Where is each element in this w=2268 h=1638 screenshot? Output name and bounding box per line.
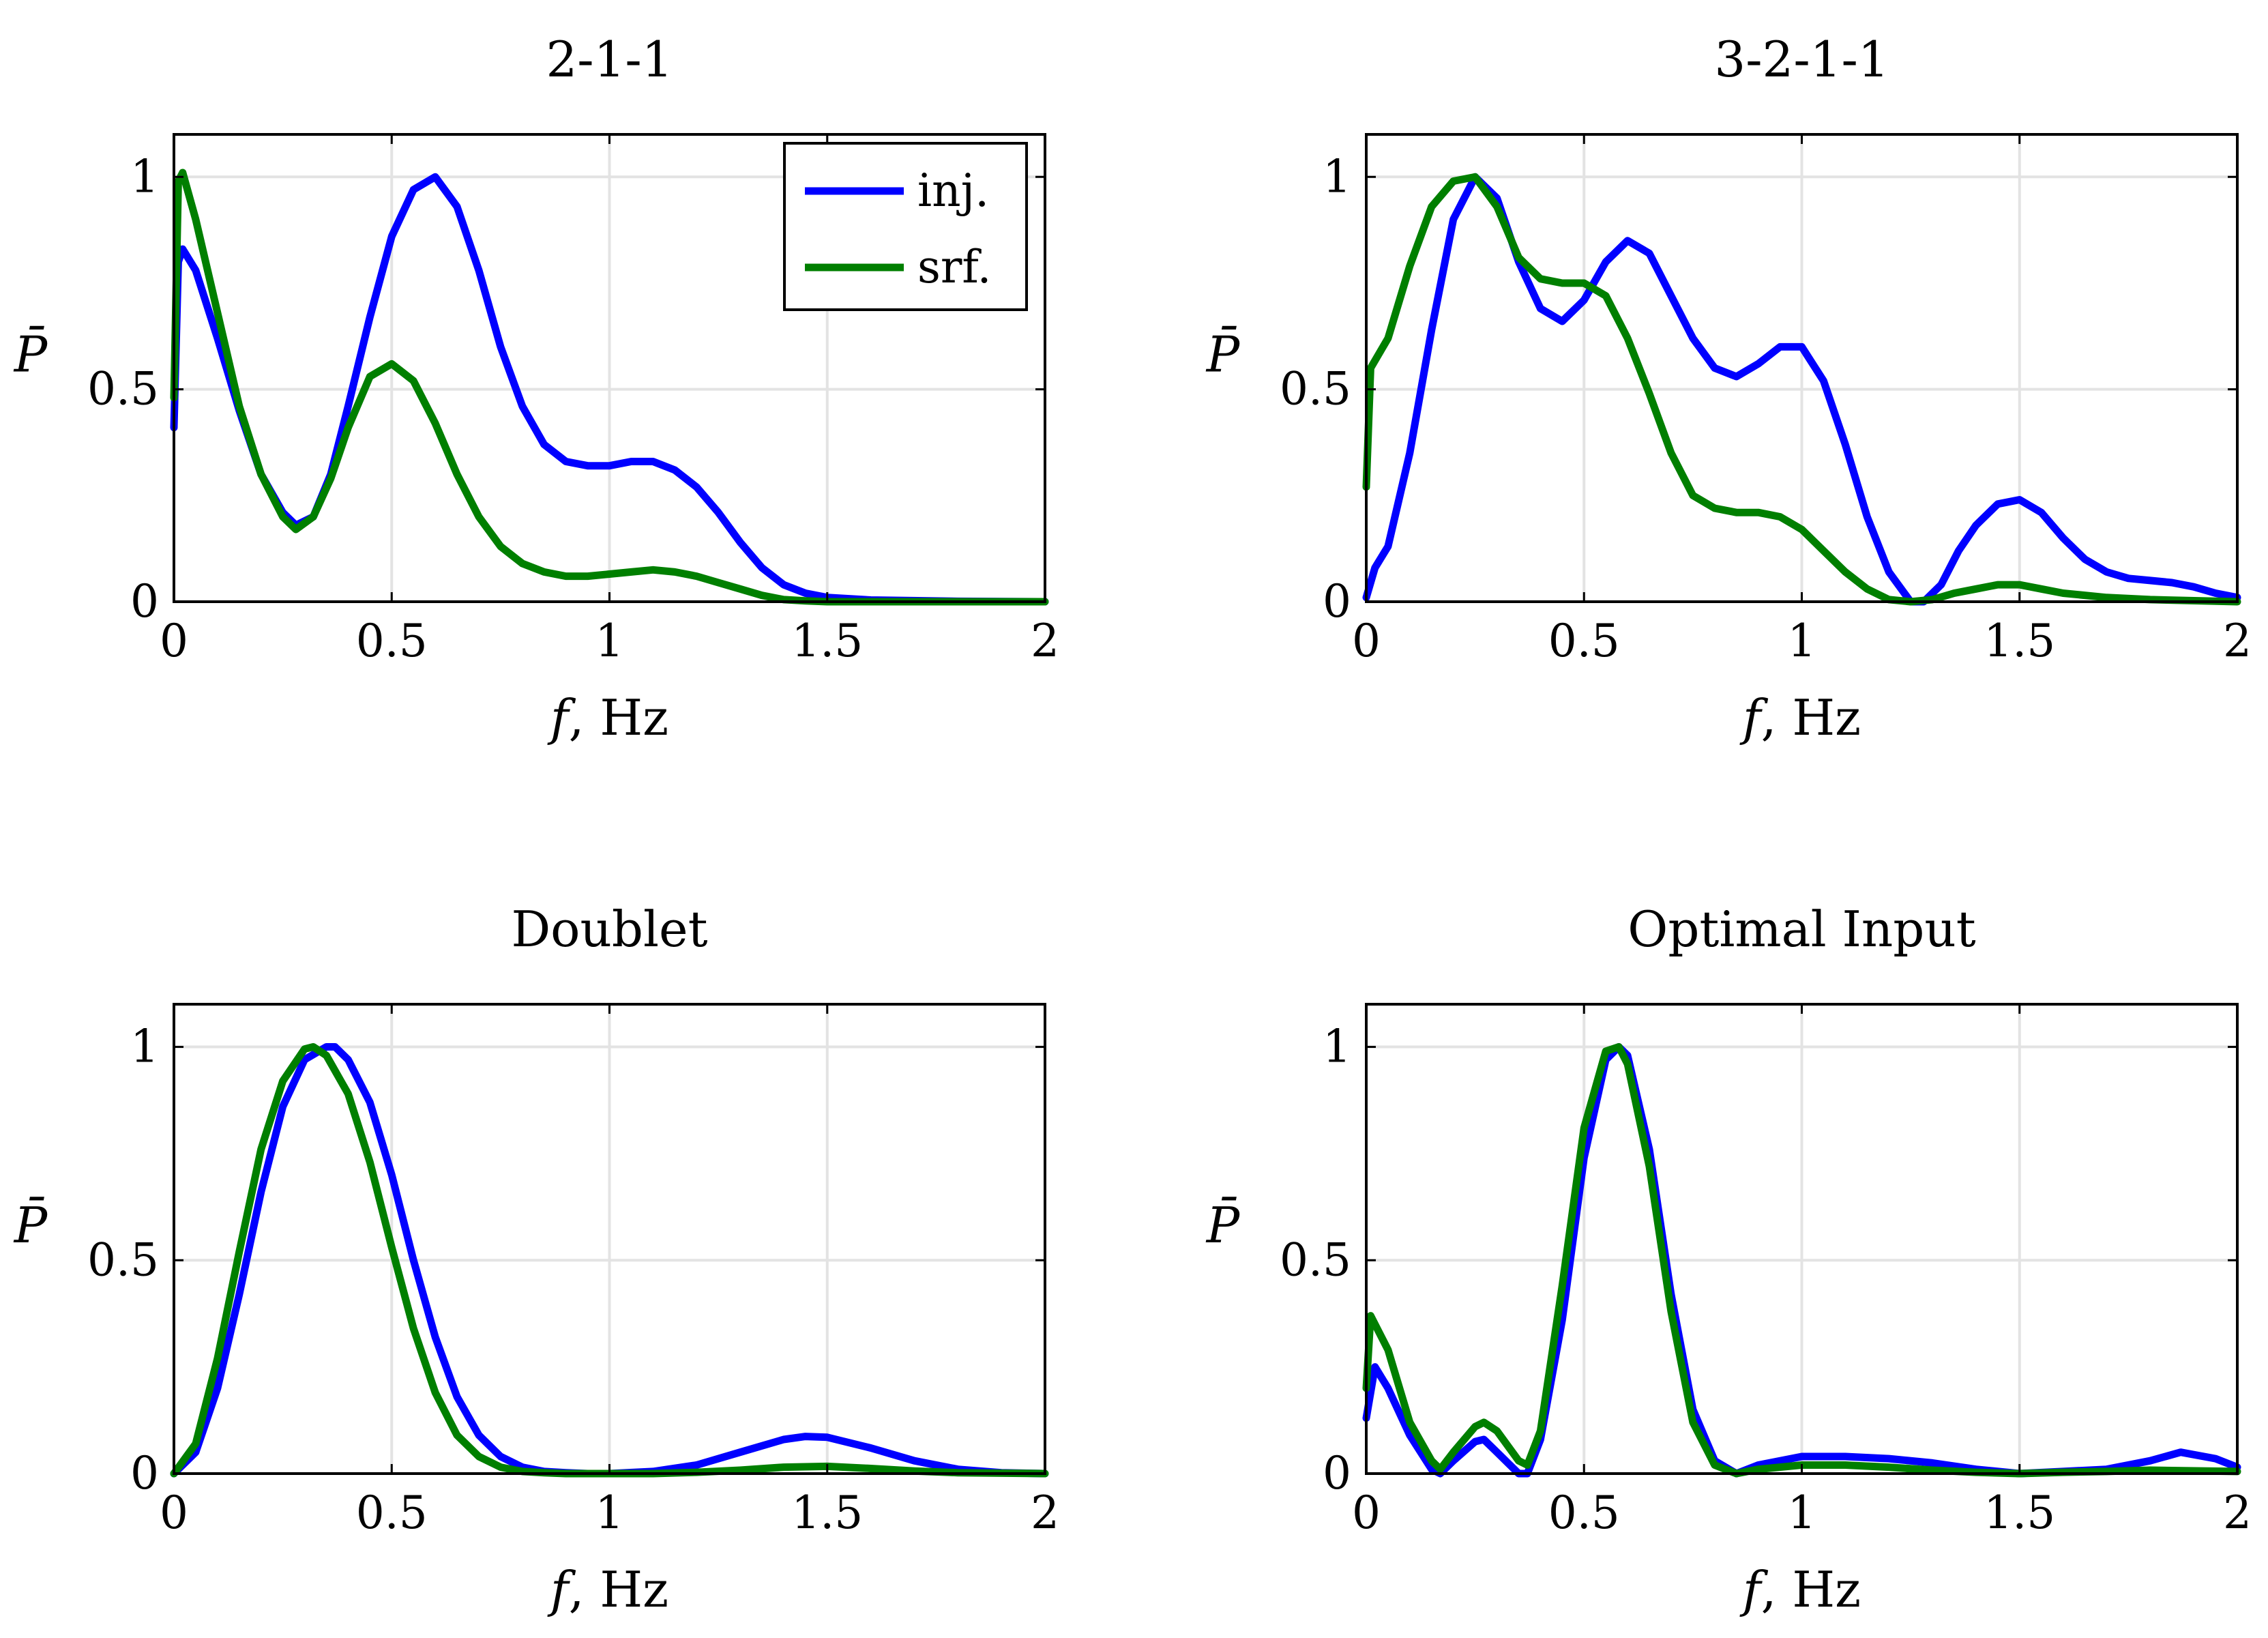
x-tick-label: 1.5 <box>1984 1487 2055 1539</box>
x-tick-label: 0 <box>160 1487 188 1539</box>
x-tick-label: 2 <box>1031 1487 1059 1539</box>
series-line-srf <box>1362 1043 2241 1478</box>
panel-3-2-1-1: 0 0.5 1 1.5 2 0 0.5 1 3-2-1-1 f, Hz P̄ <box>1205 31 2252 746</box>
y-tick-label: 0.5 <box>1280 1233 1351 1286</box>
x-axis-label: f, Hz <box>547 689 668 746</box>
y-axis-label: P̄ <box>13 325 48 383</box>
x-axis-unit: , Hz <box>569 1561 669 1618</box>
series-line-inj <box>170 1043 1049 1478</box>
x-tick-label: 0.5 <box>356 615 428 667</box>
y-tick-label: 0.5 <box>87 1233 159 1286</box>
x-tick-label: 0 <box>1352 1487 1381 1539</box>
x-tick-label: 1 <box>595 615 624 667</box>
x-tick-label: 0.5 <box>1548 615 1620 667</box>
legend-label-srf: srf. <box>917 241 991 293</box>
chart-title: Doublet <box>511 901 707 958</box>
series-line-srf <box>170 1043 1049 1478</box>
y-tick-label: 0.5 <box>1280 363 1351 415</box>
x-tick-label: 2 <box>2223 1487 2252 1539</box>
y-tick-label: 0 <box>1323 1447 1351 1500</box>
chart-title: 3-2-1-1 <box>1714 31 1889 88</box>
chart-title: Optimal Input <box>1628 901 1975 958</box>
panel-optimal-input: 0 0.5 1 1.5 2 0 0.5 1 Optimal Input f, Hz P̄ <box>1205 901 2252 1618</box>
x-tick-label: 1 <box>1788 1487 1816 1539</box>
x-tick-label: 0.5 <box>1548 1487 1620 1539</box>
x-axis-unit: , Hz <box>1761 1561 1861 1618</box>
y-tick-label: 1 <box>130 150 159 203</box>
x-tick-label: 2 <box>2223 615 2252 667</box>
panel-doublet: 0 0.5 1 1.5 2 0 0.5 1 Doublet f, Hz P̄ <box>13 901 1059 1618</box>
x-tick-label: 1 <box>1788 615 1816 667</box>
y-axis-label: P̄ <box>1205 325 1241 383</box>
legend-box <box>783 142 1028 311</box>
y-tick-label: 0 <box>130 575 159 628</box>
x-axis-unit: , Hz <box>569 689 669 746</box>
x-axis-unit: , Hz <box>1761 689 1861 746</box>
y-tick-label: 0 <box>1323 575 1351 628</box>
x-tick-label: 1.5 <box>791 615 863 667</box>
y-axis-label: P̄ <box>1205 1196 1241 1254</box>
panel-2-1-1: 0 0.5 1 1.5 2 0 0.5 1 2-1-1 f, Hz P̄ inj. srf. <box>13 31 1059 746</box>
x-tick-label: 0 <box>160 615 188 667</box>
y-tick-label: 1 <box>1323 150 1351 203</box>
y-axis-label: P̄ <box>13 1196 48 1254</box>
y-tick-label: 0.5 <box>87 363 159 415</box>
x-axis-label: f, Hz <box>1739 1561 1861 1618</box>
x-tick-label: 1.5 <box>1984 615 2055 667</box>
chart-title: 2-1-1 <box>546 31 673 88</box>
series-line-srf <box>170 169 1049 606</box>
x-tick-label: 1 <box>595 1487 624 1539</box>
y-tick-label: 1 <box>130 1021 159 1073</box>
y-tick-label: 1 <box>1323 1021 1351 1073</box>
x-tick-label: 2 <box>1031 615 1059 667</box>
x-tick-label: 0 <box>1352 615 1381 667</box>
series-line-inj <box>1362 173 2241 606</box>
x-tick-label: 0.5 <box>356 1487 428 1539</box>
y-tick-label: 0 <box>130 1447 159 1500</box>
legend-label-inj: inj. <box>917 164 989 217</box>
x-axis-label: f, Hz <box>547 1561 668 1618</box>
series-line-srf <box>1362 173 2241 606</box>
x-axis-label: f, Hz <box>1739 689 1861 746</box>
x-tick-label: 1.5 <box>791 1487 863 1539</box>
